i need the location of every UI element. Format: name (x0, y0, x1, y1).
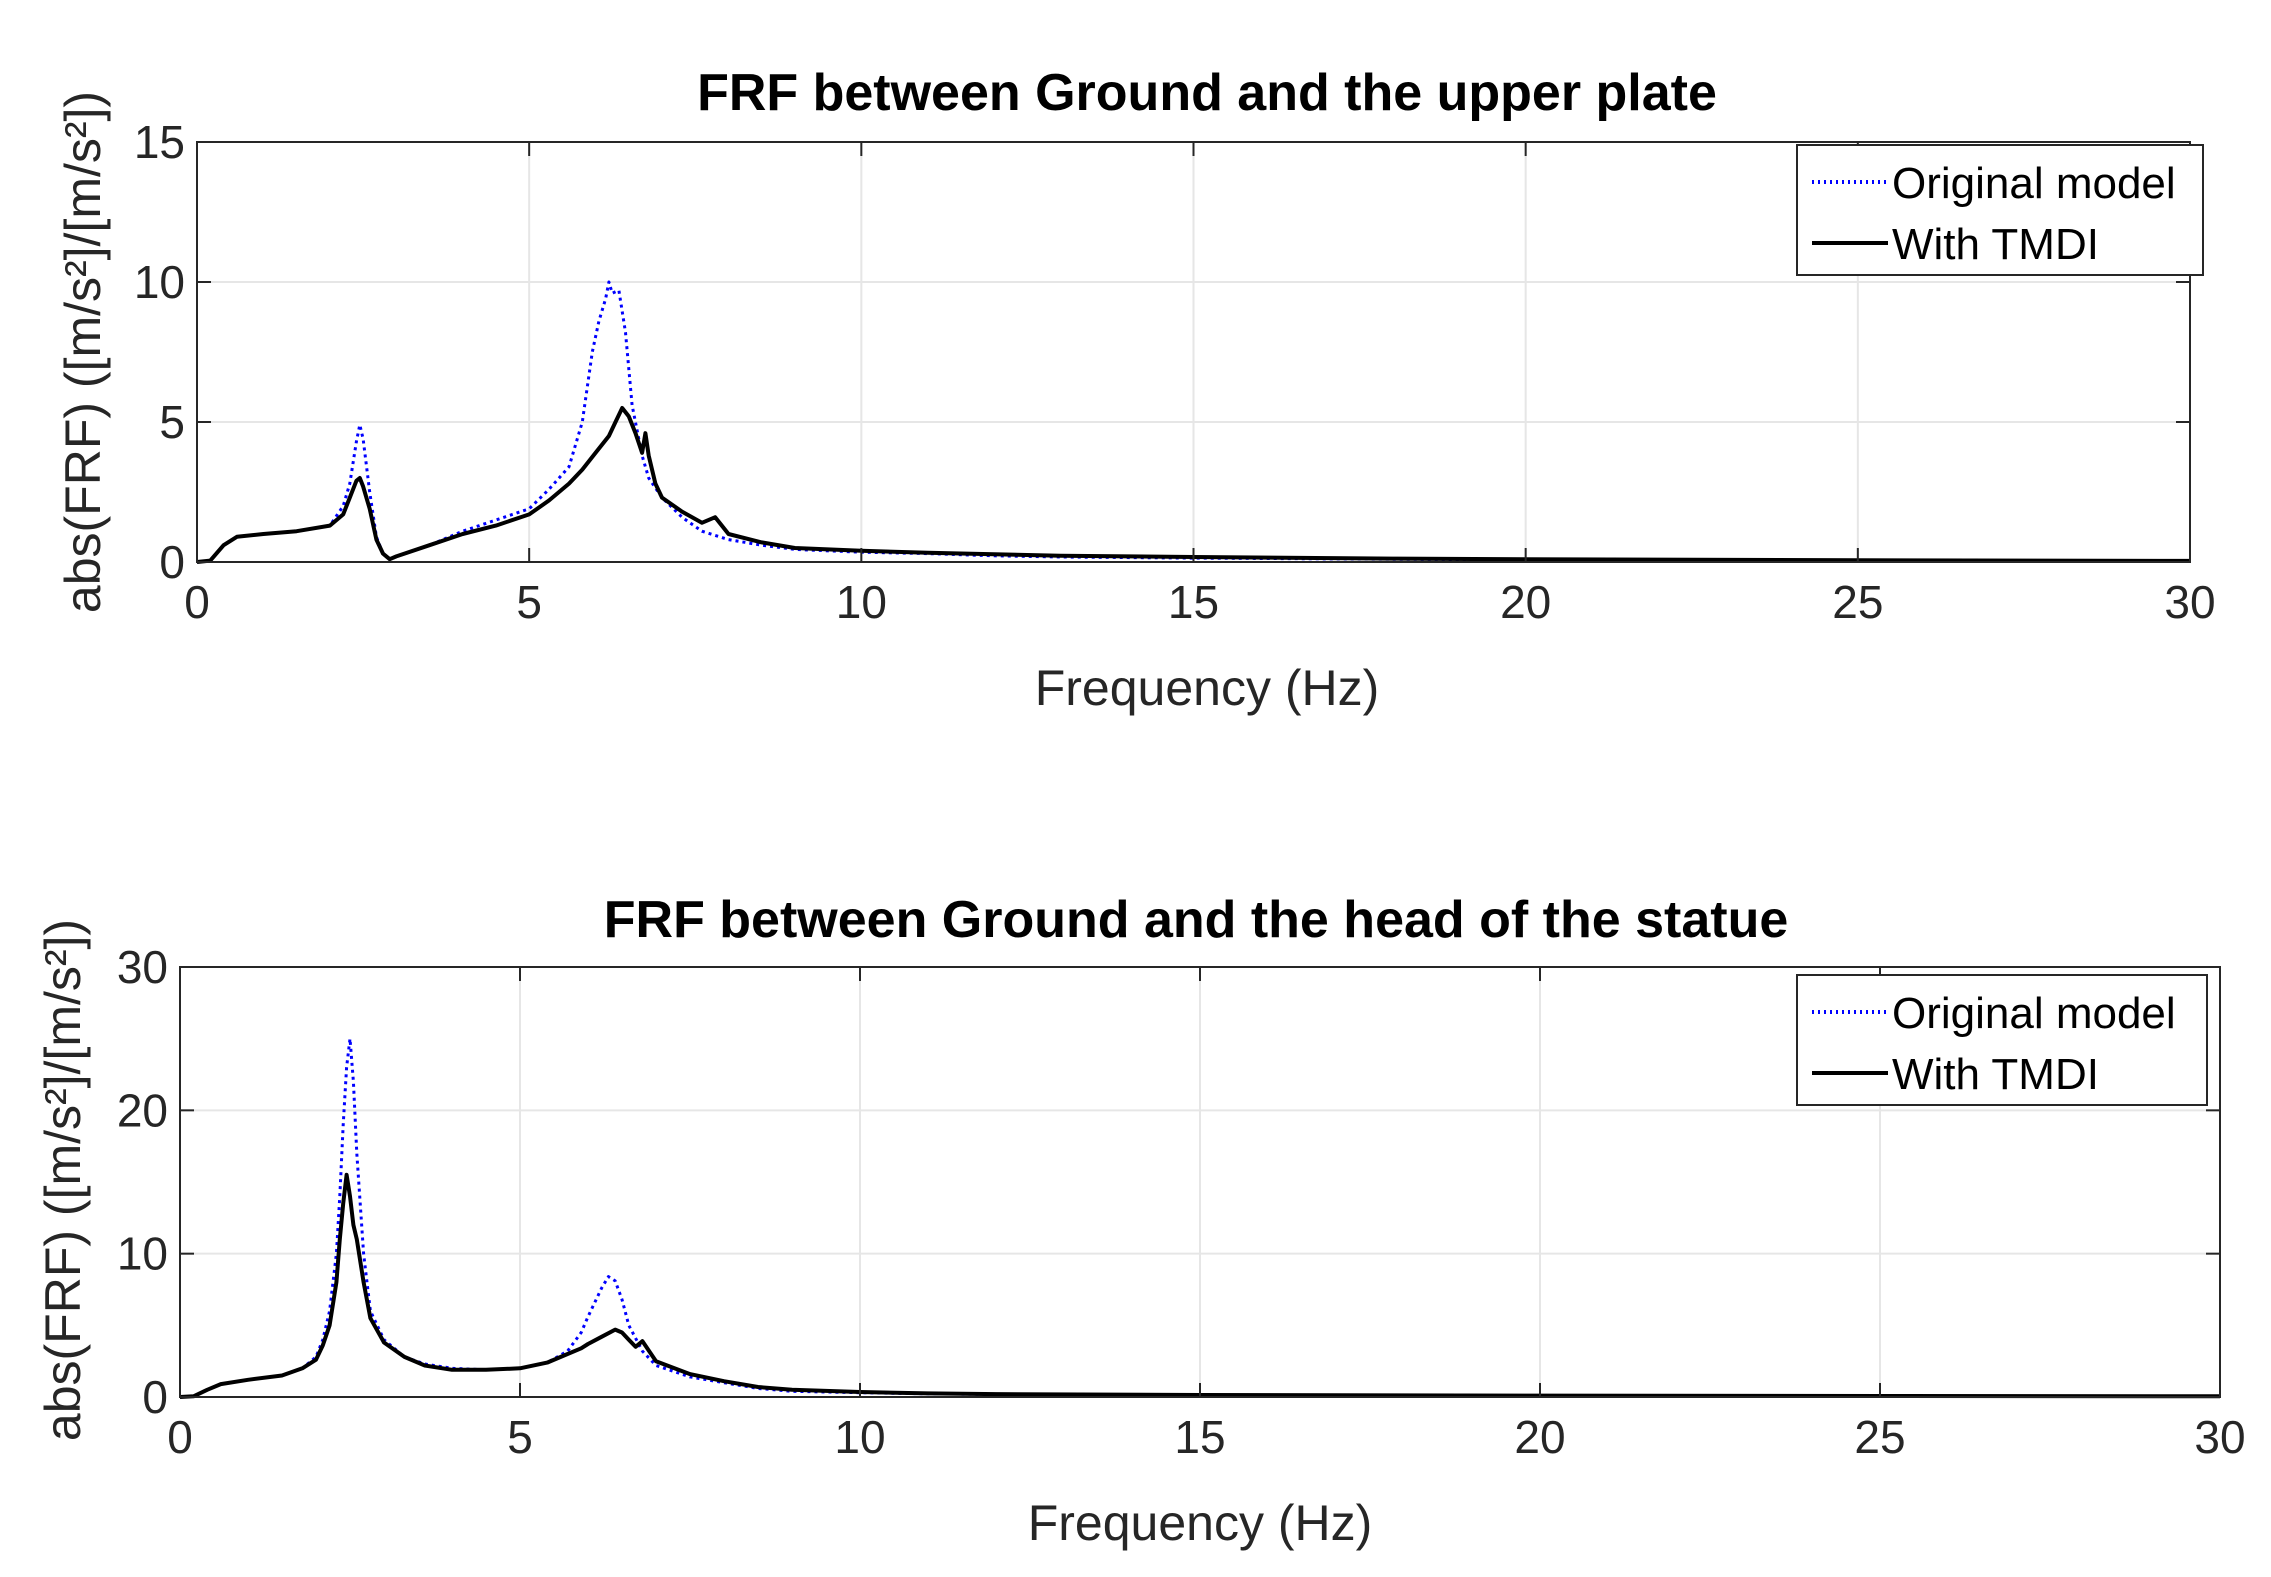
x-tick-label: 0 (184, 576, 210, 628)
series-line-with-tmdi (179, 1172, 2221, 1399)
x-axis-label: Frequency (Hz) (1035, 660, 1380, 716)
y-tick-label: 10 (134, 256, 185, 308)
legend-box (1796, 974, 2208, 1106)
x-tick-label: 15 (1168, 576, 1219, 628)
y-tick-label: 15 (134, 116, 185, 168)
y-tick-label: 10 (117, 1228, 168, 1280)
y-tick-label: 0 (159, 536, 185, 588)
x-tick-label: 0 (167, 1411, 193, 1463)
x-tick-label: 20 (1514, 1411, 1565, 1463)
legend: Original model With TMDI (1796, 974, 2208, 1106)
y-tick-label: 5 (159, 396, 185, 448)
x-tick-label: 5 (507, 1411, 533, 1463)
x-tick-label: 20 (1500, 576, 1551, 628)
y-axis-label: abs(FRF) ([m/s²]/[m/s²]) (35, 919, 91, 1441)
tick-labels: 0 5 10 15 20 25 30 0 5 10 15 (134, 116, 2216, 628)
y-tick-label: 0 (142, 1371, 168, 1423)
x-tick-label: 30 (2164, 576, 2215, 628)
legend-label-tmdi: With TMDI (1892, 220, 2099, 269)
x-axis-label: Frequency (Hz) (1028, 1495, 1373, 1551)
y-axis-label: abs(FRF) ([m/s²]/[m/s²]) (55, 91, 111, 613)
x-tick-label: 15 (1174, 1411, 1225, 1463)
subplot-statue-head: FRF between Ground and the head of the s… (35, 891, 2246, 1551)
chart-title: FRF between Ground and the upper plate (697, 64, 1717, 122)
tick-labels: 0 5 10 15 20 25 30 0 10 20 30 (117, 941, 2246, 1463)
chart-title: FRF between Ground and the head of the s… (604, 891, 1789, 949)
y-tick-label: 30 (117, 941, 168, 993)
x-tick-label: 5 (516, 576, 542, 628)
subplot-upper-plate: FRF between Ground and the upper plate 0… (55, 64, 2216, 716)
legend-label-original: Original model (1892, 159, 2176, 208)
y-tick-label: 20 (117, 1084, 168, 1136)
x-tick-label: 10 (836, 576, 887, 628)
x-tick-label: 25 (1832, 576, 1883, 628)
legend-label-original: Original model (1892, 989, 2176, 1038)
x-tick-label: 10 (834, 1411, 885, 1463)
x-tick-label: 25 (1854, 1411, 1905, 1463)
series-group (179, 1037, 2221, 1399)
legend: Original model With TMDI (1796, 144, 2204, 276)
x-tick-label: 30 (2194, 1411, 2245, 1463)
legend-box (1796, 144, 2204, 276)
legend-label-tmdi: With TMDI (1892, 1050, 2099, 1099)
series-line-with-tmdi (196, 406, 2191, 564)
